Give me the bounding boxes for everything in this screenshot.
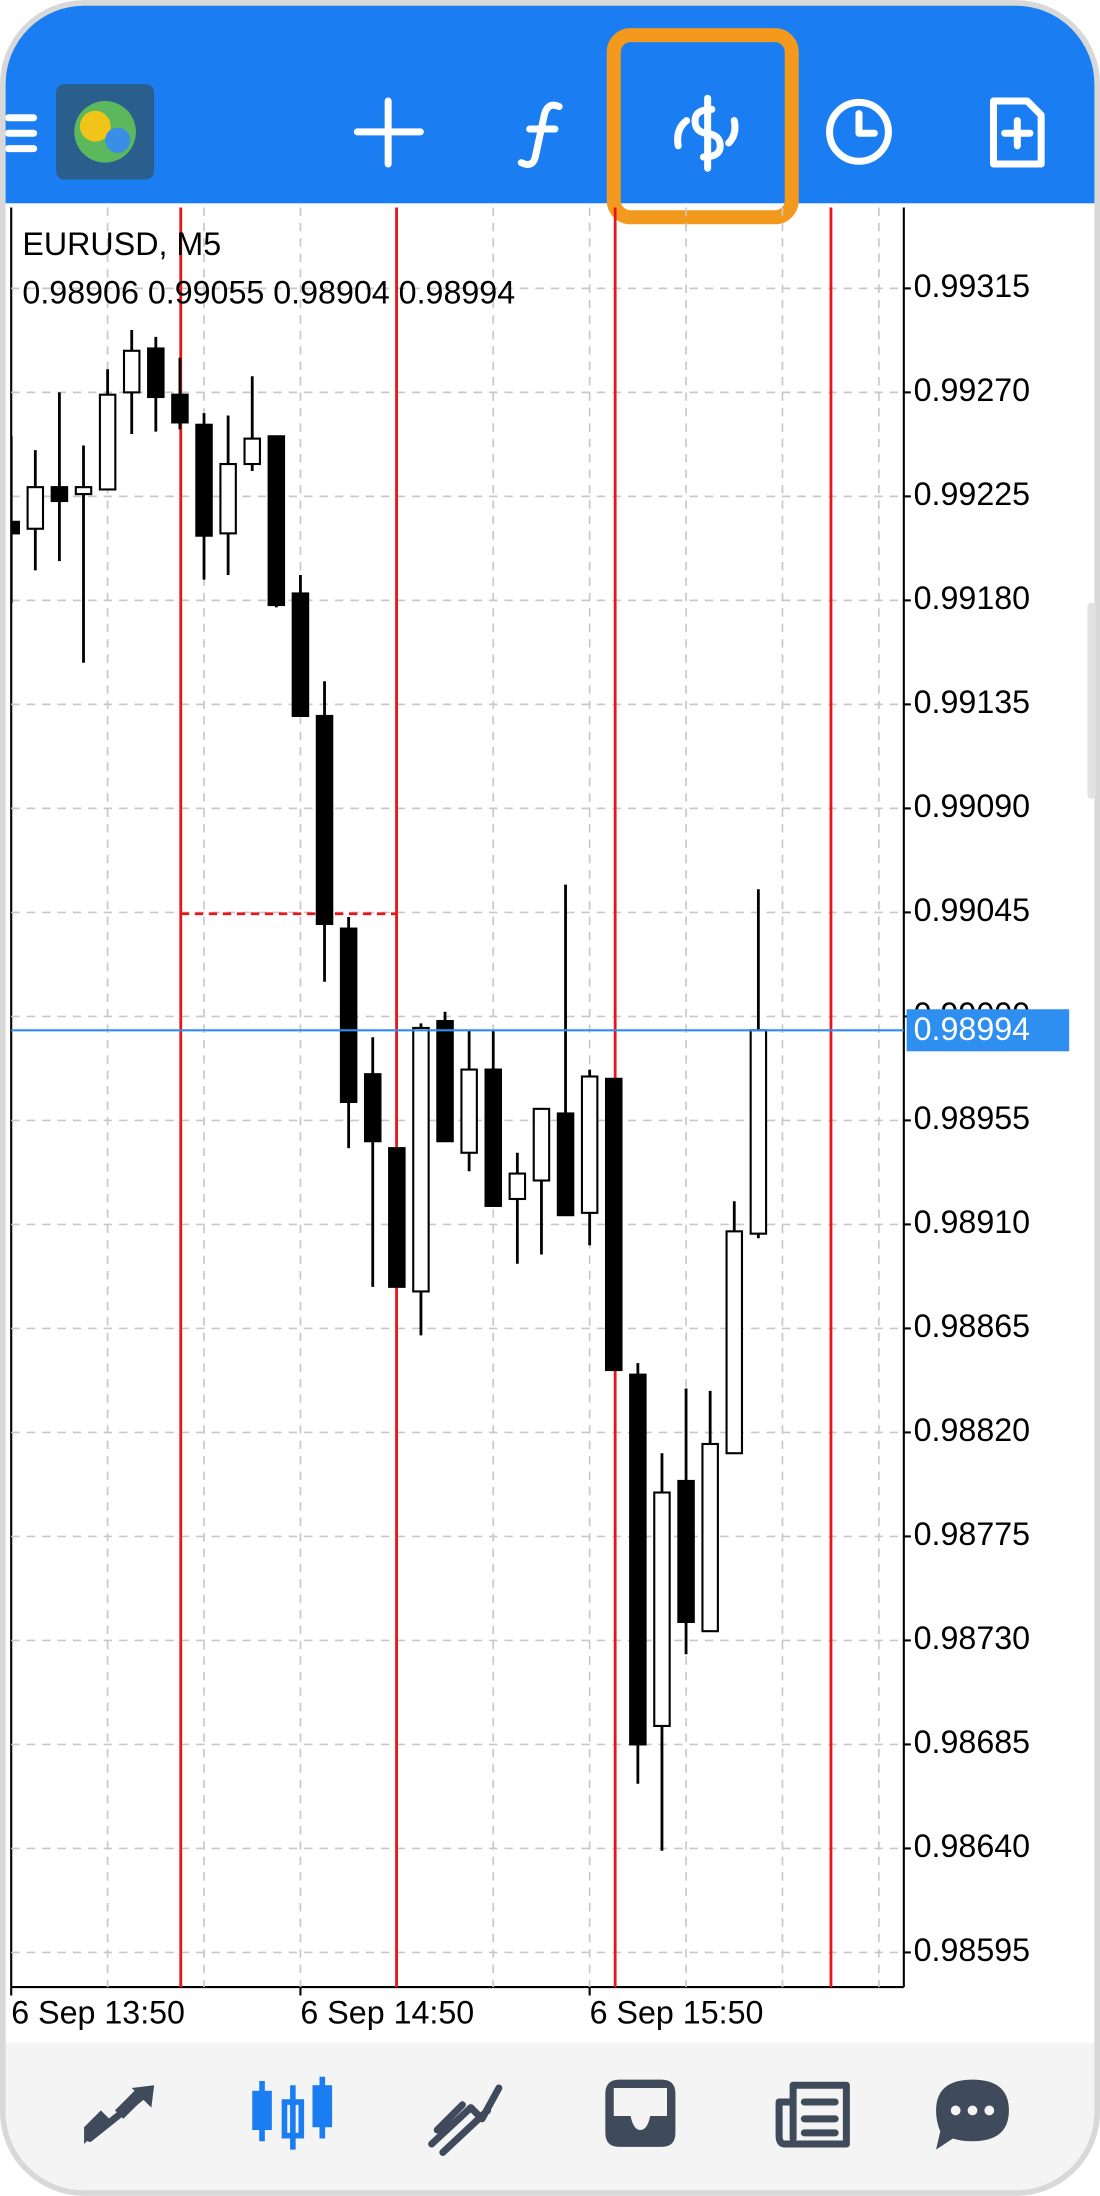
candle-body (412, 1026, 430, 1293)
new-order-button[interactable] (989, 97, 1045, 168)
candle-body (291, 592, 310, 718)
y-tick-label: 0.99225 (914, 476, 1030, 512)
candle-body (460, 1068, 478, 1154)
ohlc-readout: 0.98906 0.99055 0.98904 0.98994 (22, 274, 515, 310)
candle-body (388, 1147, 406, 1288)
plot (11, 207, 833, 1988)
ohlc-low: 0.98904 (273, 274, 389, 310)
y-tick-label: 0.99180 (914, 580, 1030, 616)
candle-body (122, 349, 141, 394)
crosshair-button[interactable] (353, 97, 424, 168)
candle-body (195, 423, 213, 537)
menu-button[interactable] (4, 114, 38, 153)
y-tick-label: 0.99090 (914, 788, 1030, 824)
candle-body (725, 1230, 744, 1455)
candle-body (74, 486, 93, 496)
candle-body (556, 1112, 575, 1217)
trade-button[interactable] (674, 94, 739, 172)
candle-body (267, 435, 286, 607)
candle-body (339, 927, 358, 1103)
highlight-box (606, 28, 799, 225)
y-tick-label: 0.98955 (914, 1100, 1030, 1136)
news-tab[interactable] (775, 2081, 850, 2148)
candle-body (98, 393, 117, 491)
candle-body (629, 1373, 647, 1746)
y-tick-label: 0.99045 (914, 892, 1030, 928)
y-tick-label: 0.98910 (914, 1204, 1030, 1240)
history-button[interactable] (826, 98, 892, 165)
candle-body (677, 1479, 695, 1623)
candle-body (532, 1107, 551, 1182)
candle-body (11, 520, 20, 535)
ohlc-high: 0.99055 (148, 274, 264, 310)
y-tick-label: 0.98820 (914, 1412, 1030, 1448)
indicators-button[interactable] (517, 101, 563, 168)
y-tick-label: 0.98775 (914, 1516, 1030, 1552)
candle-body (171, 393, 189, 424)
trade-tab[interactable] (428, 2084, 503, 2156)
candle-body (363, 1073, 382, 1143)
y-tick-label: 0.98685 (914, 1724, 1030, 1760)
candle-body (508, 1172, 527, 1201)
y-tick-label: 0.99135 (914, 684, 1030, 720)
candle-body (436, 1019, 454, 1143)
candle-body (605, 1077, 623, 1372)
candle-body (50, 486, 69, 503)
toolbar (2, 2, 1098, 204)
candle-body (701, 1442, 719, 1633)
chart-tab[interactable] (252, 2076, 333, 2150)
y-tick-label: 0.98595 (914, 1932, 1030, 1968)
ohlc-open: 0.98906 (22, 274, 138, 310)
app-logo[interactable] (56, 84, 155, 180)
candle-body (219, 462, 237, 535)
history-tab[interactable] (605, 2079, 676, 2147)
candle-body (749, 1029, 768, 1235)
candle-body (484, 1068, 503, 1207)
candle-body (26, 486, 45, 530)
current-price-label: 0.98994 (914, 1011, 1030, 1047)
y-tick-label: 0.98730 (914, 1620, 1030, 1656)
candle-body (315, 714, 334, 926)
bottom-nav (2, 2043, 1098, 2194)
x-tick-label: 6 Sep 14:50 (300, 1995, 474, 2031)
candle-body (580, 1075, 599, 1214)
y-tick-label: 0.99315 (914, 268, 1030, 304)
chat-tab[interactable] (936, 2079, 1009, 2150)
candle-body (653, 1491, 671, 1727)
y-tick-label: 0.98865 (914, 1308, 1030, 1344)
x-tick-label: 6 Sep 15:50 (590, 1995, 764, 2031)
symbol-label: EURUSD, M5 (22, 226, 221, 262)
scrollbar (1087, 602, 1096, 799)
candle-body (243, 437, 261, 466)
candles (11, 329, 768, 1851)
ohlc-close: 0.98994 (399, 274, 515, 310)
y-tick-label: 0.98640 (914, 1828, 1030, 1864)
quotes-tab[interactable] (84, 2085, 155, 2145)
candle-body (147, 347, 165, 399)
x-tick-label: 6 Sep 13:50 (11, 1995, 185, 2031)
current-price-box (906, 1009, 1070, 1052)
y-tick-label: 0.99270 (914, 372, 1030, 408)
